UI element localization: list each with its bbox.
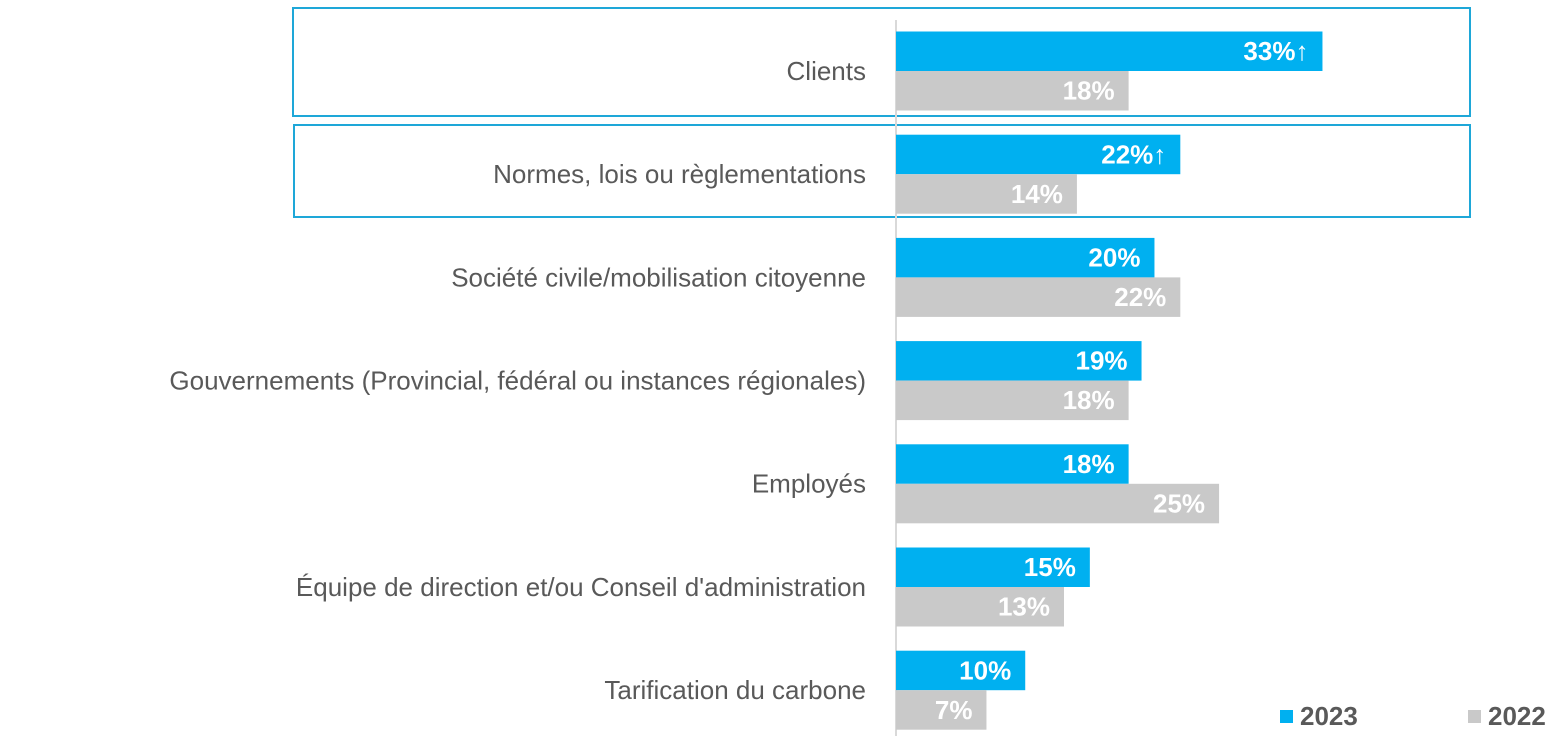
bar <box>896 650 1026 691</box>
bar <box>896 277 1181 317</box>
category-label: Clients <box>787 56 866 86</box>
highlight-box <box>292 7 1471 117</box>
value-label: 18% <box>1063 449 1115 479</box>
value-label: 22% <box>1114 282 1166 312</box>
value-label: 25% <box>1153 488 1205 518</box>
value-label: 22%↑ <box>1101 139 1166 169</box>
bar <box>896 31 1323 71</box>
value-label: 18% <box>1063 76 1115 106</box>
value-label: 18% <box>1063 385 1115 415</box>
legend-swatch <box>1468 710 1481 723</box>
value-label: 7% <box>935 695 973 725</box>
value-label: 13% <box>998 592 1050 622</box>
category-label: Employés <box>752 469 866 499</box>
value-label: 14% <box>1011 179 1063 209</box>
category-label: Société civile/mobilisation citoyenne <box>451 262 866 292</box>
value-label: 10% <box>959 655 1011 685</box>
bar <box>896 380 1129 421</box>
value-label: 15% <box>1024 552 1076 582</box>
value-label: 20% <box>1088 243 1140 273</box>
bar <box>896 547 1090 587</box>
bar <box>896 444 1129 484</box>
legend-swatch <box>1280 710 1293 723</box>
category-label: Normes, lois ou règlementations <box>493 159 866 189</box>
bar <box>896 483 1220 524</box>
bar <box>896 690 987 730</box>
bar <box>896 341 1142 381</box>
legend-label: 2022 <box>1488 701 1546 731</box>
category-label: Gouvernements (Provincial, fédéral ou in… <box>169 365 866 395</box>
value-label: 19% <box>1075 346 1127 376</box>
bar <box>896 174 1077 214</box>
bar <box>896 134 1181 175</box>
category-label: Équipe de direction et/ou Conseil d'admi… <box>296 572 866 602</box>
legend-label: 2023 <box>1300 701 1358 731</box>
bar <box>896 587 1064 627</box>
value-label: 33%↑ <box>1243 36 1308 66</box>
bar <box>896 71 1129 111</box>
bar <box>896 237 1155 278</box>
highlight-box <box>293 124 1471 218</box>
category-label: Tarification du carbone <box>604 675 866 705</box>
